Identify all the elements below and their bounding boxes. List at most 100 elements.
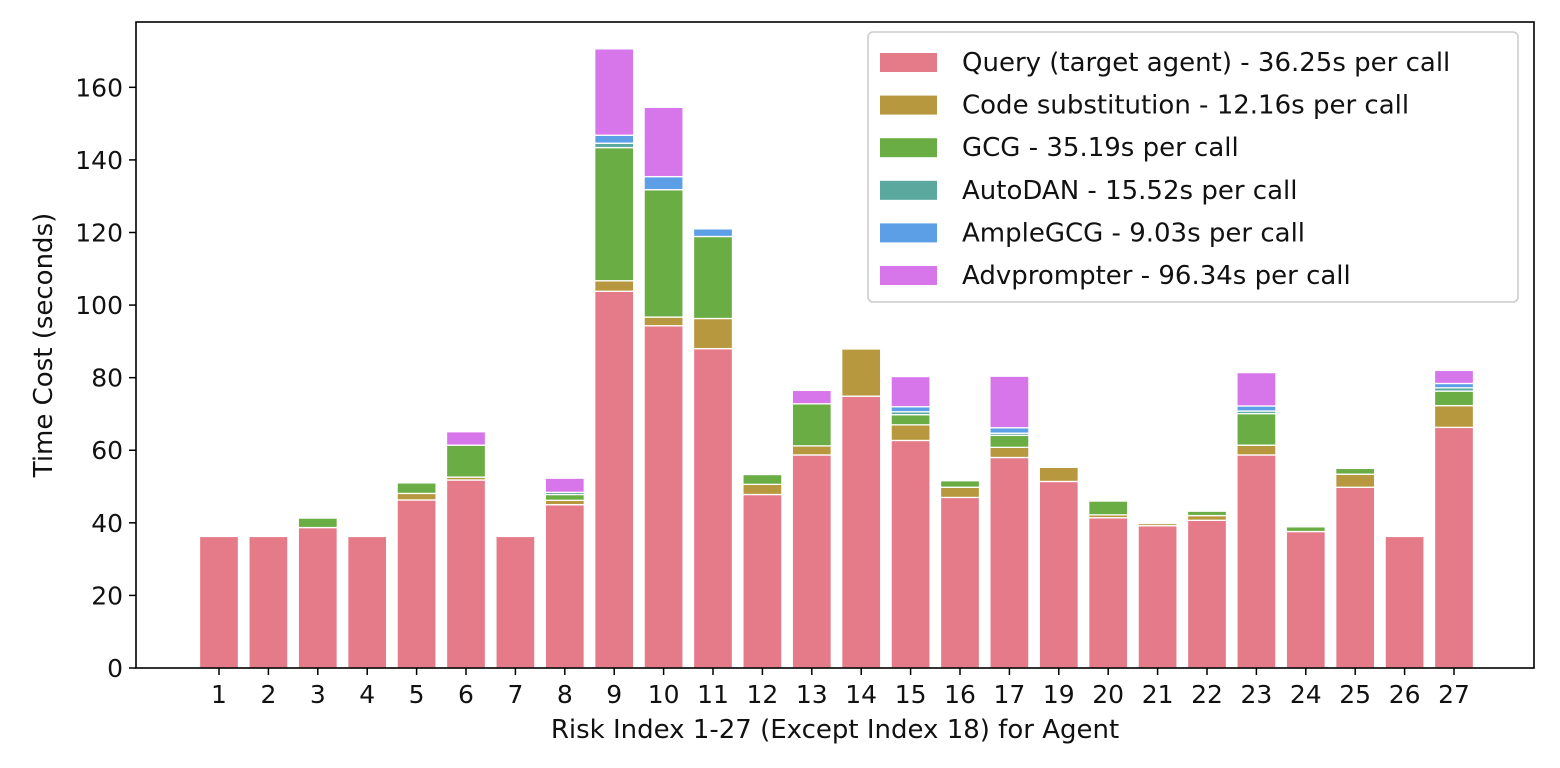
bar-segment: [1088, 517, 1129, 669]
legend-swatch: [880, 138, 937, 158]
y-tick-label: 0: [107, 654, 123, 683]
x-tick-label: 17: [993, 680, 1025, 709]
bar-segment: [396, 492, 437, 501]
y-tick-label: 40: [91, 509, 123, 538]
x-tick-label: 15: [895, 680, 927, 709]
legend-label: Advprompter - 96.34s per call: [962, 261, 1351, 291]
x-tick-label: 26: [1389, 680, 1421, 709]
bar-segment: [1433, 382, 1475, 389]
bar-segment: [594, 146, 635, 282]
bar-segment: [791, 403, 832, 447]
bar-segment: [742, 473, 783, 486]
bar-segment: [1137, 522, 1178, 527]
bar-segment: [1186, 514, 1228, 521]
x-axis-title: Risk Index 1-27 (Except Index 18) for Ag…: [551, 715, 1119, 745]
legend-label: AutoDAN - 15.52s per call: [962, 176, 1297, 206]
bar-segment: [939, 496, 981, 669]
bar-segment: [1236, 371, 1277, 407]
x-axis: 1 2 3 4 5 6 7 8 9 10 11 12 13 14 15 16 17 19 20 21 22 23 24 25 2…: [211, 668, 1470, 709]
bars-layer: [198, 48, 1475, 669]
bar-segment: [791, 389, 832, 405]
bar-segment: [1088, 500, 1129, 516]
bar-segment: [1335, 467, 1376, 475]
legend-frame: [867, 31, 1519, 303]
x-tick-label: 24: [1290, 680, 1322, 709]
bar-segment: [594, 290, 635, 669]
legend-label: AmpleGCG - 9.03s per call: [962, 218, 1305, 248]
x-tick-label: 11: [697, 680, 729, 709]
bar-segment: [643, 175, 684, 191]
bar-segment: [890, 424, 931, 442]
bar-segment: [1038, 480, 1079, 669]
bar-segment: [1384, 535, 1425, 669]
legend: Query (target agent) - 36.25s per call Co…: [867, 31, 1519, 303]
bar-segment: [841, 395, 882, 669]
bar-segment: [1186, 519, 1228, 669]
x-tick-label: 23: [1240, 680, 1272, 709]
bar-segment: [643, 106, 684, 178]
bar-segment: [1236, 454, 1277, 669]
bar-segment: [396, 499, 437, 669]
bar-segment: [890, 406, 931, 413]
y-tick-label: 80: [91, 364, 123, 393]
x-tick-label: 13: [796, 680, 828, 709]
bar-segment: [890, 439, 931, 669]
bar-segment: [1038, 466, 1079, 483]
bar-segment: [692, 228, 734, 238]
y-tick-label: 160: [75, 73, 123, 102]
x-tick-label: 14: [845, 680, 877, 709]
bar-segment: [297, 526, 338, 669]
bar-segment: [890, 375, 931, 408]
legend-swatch: [880, 95, 937, 115]
bar-segment: [1433, 369, 1475, 385]
bar-segment: [643, 325, 684, 669]
bar-segment: [1285, 526, 1326, 533]
bar-segment: [791, 454, 832, 669]
bar-segment: [347, 535, 388, 669]
bar-segment: [742, 493, 783, 669]
bar-segment: [692, 235, 734, 320]
legend-swatch: [880, 53, 937, 72]
bar-segment: [1335, 473, 1376, 488]
y-tick-label: 120: [75, 218, 123, 247]
bar-segment: [643, 189, 684, 318]
y-axis: 0 20 40 60 80 100 120 140 160: [75, 73, 136, 683]
legend-label: Query (target agent) - 36.25s per call: [962, 48, 1450, 78]
bar-segment: [890, 414, 931, 426]
x-tick-label: 1: [211, 680, 227, 709]
bar-segment: [445, 444, 487, 478]
bar-segment: [1236, 412, 1277, 446]
bar-segment: [989, 375, 1030, 429]
x-tick-label: 3: [310, 680, 326, 709]
bar-segment: [989, 456, 1030, 669]
x-tick-label: 20: [1092, 680, 1124, 709]
y-tick-label: 20: [91, 581, 123, 610]
bar-segment: [1137, 525, 1178, 669]
bar-segment: [396, 482, 437, 495]
x-tick-label: 2: [260, 680, 276, 709]
bar-segment: [692, 347, 734, 669]
y-tick-label: 60: [91, 436, 123, 465]
legend-swatch: [880, 266, 937, 285]
x-tick-label: 5: [409, 680, 425, 709]
x-tick-label: 6: [458, 680, 474, 709]
legend-swatch: [880, 223, 937, 243]
bar-segment: [198, 535, 240, 669]
bar-segment: [742, 483, 783, 496]
bar-segment: [791, 445, 832, 456]
bar-segment: [594, 280, 635, 292]
bar-segment: [544, 499, 585, 506]
x-tick-label: 25: [1339, 680, 1371, 709]
bar-segment: [989, 427, 1030, 434]
legend-swatch: [880, 180, 937, 200]
bar-segment: [1433, 404, 1475, 429]
plot-frame: [135, 21, 1535, 669]
bar-segment: [1236, 444, 1277, 456]
x-tick-label: 4: [359, 680, 375, 709]
bar-segment: [1236, 405, 1277, 412]
bar-segment: [297, 517, 338, 529]
bar-segment: [1335, 486, 1376, 669]
bar-segment: [1285, 530, 1326, 669]
